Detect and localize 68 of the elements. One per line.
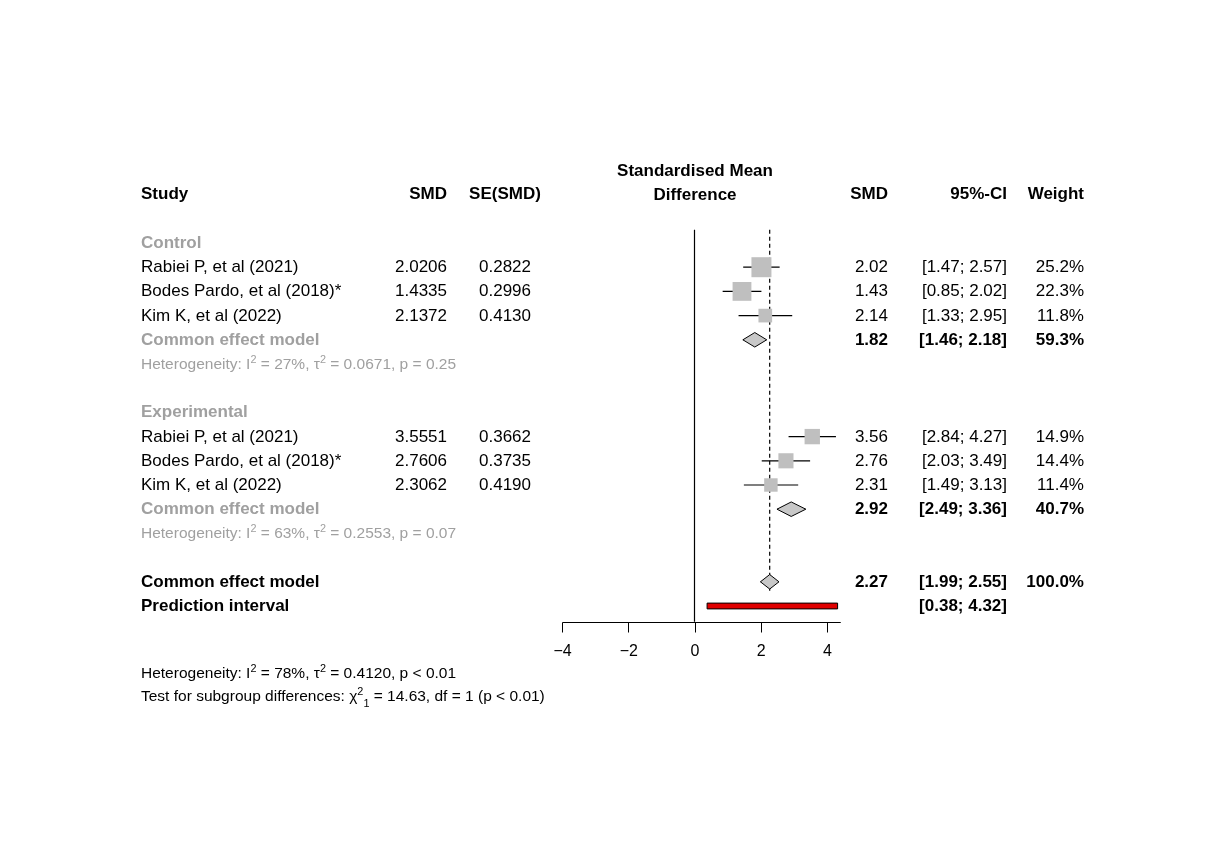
x-tick-label: −4 xyxy=(553,641,572,659)
text: [1.99; 2.55] xyxy=(919,571,1007,591)
text: 11.8% xyxy=(1037,305,1084,325)
x-tick-label: −2 xyxy=(619,641,638,659)
text: 3.56 xyxy=(854,426,888,446)
y-tick-label: Heterogeneity: I$^{2}$ = 27%, τ$^{2}$ = 0.0671, p = 0.25 xyxy=(141,353,457,372)
y-tick-label: Common effect model xyxy=(141,499,320,519)
y-tick-label: Heterogeneity: I$^{2}$ = 63%, τ$^{2}$ = 0.2553, p = 0.07 xyxy=(141,522,457,542)
x-tick-label: 0 xyxy=(690,641,700,659)
text: SMD xyxy=(850,183,888,203)
text: 14.4% xyxy=(1035,450,1084,470)
text: 0.2996 xyxy=(479,281,531,301)
text: 2.14 xyxy=(854,305,888,325)
y-tick-label: Common effect model xyxy=(141,329,320,349)
y-tick-label: Bodes Pardo, et al (2018)* xyxy=(141,281,342,301)
text: 2.31 xyxy=(854,475,888,494)
text: [0.85; 2.02] xyxy=(921,281,1007,301)
chart-title: Standardised Mean Difference xyxy=(617,160,773,204)
text: SMD xyxy=(409,183,447,203)
text: SE(SMD) xyxy=(469,183,541,203)
text: 2.27 xyxy=(854,571,888,591)
text: 14.9% xyxy=(1035,426,1084,446)
text: [1.49; 3.13] xyxy=(921,475,1007,494)
text: 1.43 xyxy=(854,281,888,301)
y-tick-label: Common effect model xyxy=(141,571,320,591)
text: 11.4% xyxy=(1037,475,1084,494)
text: 3.5551 xyxy=(395,426,447,446)
text: Heterogeneity: I$^{2}$ = 78%, τ$^{2}$ = 0.4120, p < 0.01 xyxy=(141,661,457,681)
text: Test for subgroup differences: χ$^{2}$$_{1}$ = 14.63, df = 1 (p < 0.01) xyxy=(141,684,545,709)
text: 2.02 xyxy=(854,257,888,277)
x-tick-label: 2 xyxy=(756,641,766,659)
text: Weight xyxy=(1027,183,1085,203)
text: 0.3662 xyxy=(479,426,531,446)
text: [1.33; 2.95] xyxy=(921,305,1007,325)
y-tick-label: Experimental xyxy=(141,402,248,422)
text: Study xyxy=(141,183,189,203)
text: 1.4335 xyxy=(395,281,447,301)
text: [2.03; 3.49] xyxy=(921,450,1007,470)
text: 2.76 xyxy=(854,450,888,470)
x-tick-label: 4 xyxy=(823,641,833,659)
y-tick-label: Kim K, et al (2022) xyxy=(141,305,282,325)
text: 59.3% xyxy=(1035,329,1084,349)
text: 25.2% xyxy=(1035,257,1084,277)
text: 2.92 xyxy=(854,499,888,519)
text: 100.0% xyxy=(1026,571,1084,591)
text: 2.0206 xyxy=(395,257,447,277)
y-tick-label: Rabiei P, et al (2021) xyxy=(141,257,299,277)
text: [2.84; 4.27] xyxy=(921,426,1007,446)
y-tick-label: Prediction interval xyxy=(141,596,290,615)
text: 2.1372 xyxy=(395,305,447,325)
text: 40.7% xyxy=(1035,499,1084,519)
text: [2.49; 3.36] xyxy=(919,499,1007,519)
text: [1.46; 2.18] xyxy=(919,329,1007,349)
y-tick-label: Rabiei P, et al (2021) xyxy=(141,426,299,446)
text: 1.82 xyxy=(854,329,888,349)
text: 22.3% xyxy=(1035,281,1084,301)
text: 2.3062 xyxy=(395,475,447,494)
text: [0.38; 4.32] xyxy=(919,596,1007,615)
text: 0.4190 xyxy=(479,475,531,494)
y-tick-label: Control xyxy=(141,233,202,252)
text: 0.3735 xyxy=(479,450,531,470)
text: 0.2822 xyxy=(479,257,531,277)
y-tick-label: Bodes Pardo, et al (2018)* xyxy=(141,450,342,470)
text: 2.7606 xyxy=(395,450,447,470)
text: 95%-CI xyxy=(950,183,1007,203)
text: [1.47; 2.57] xyxy=(921,257,1007,277)
y-tick-label: Kim K, et al (2022) xyxy=(141,475,282,494)
text: 0.4130 xyxy=(479,305,531,325)
